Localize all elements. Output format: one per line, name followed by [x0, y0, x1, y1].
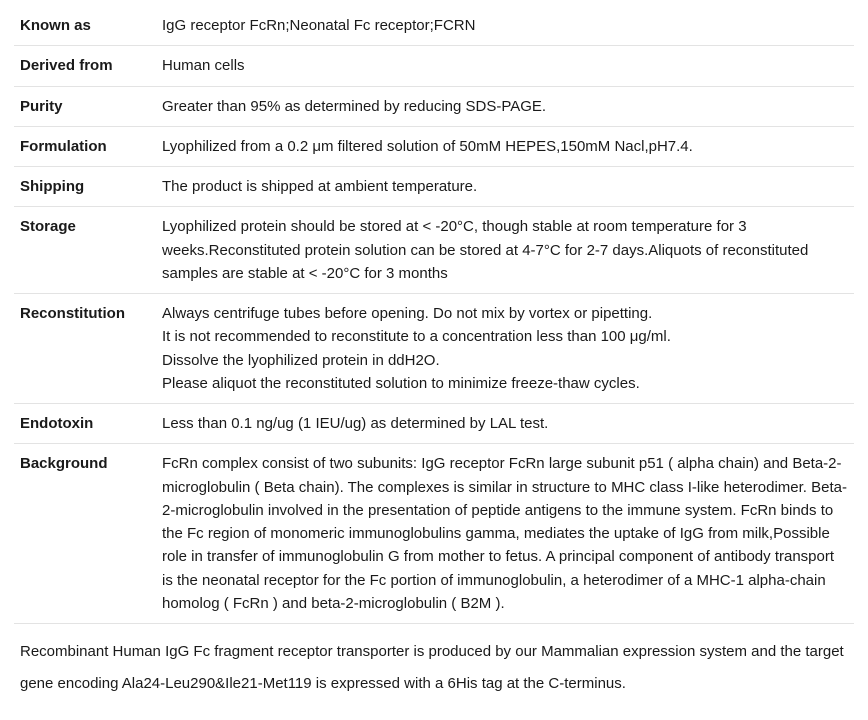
row-label: Reconstitution	[14, 294, 156, 404]
reconstitution-line: Please aliquot the reconstituted solutio…	[162, 372, 848, 395]
reconstitution-line: It is not recommended to reconstitute to…	[162, 325, 848, 348]
row-label: Derived from	[14, 46, 156, 86]
row-value: Human cells	[156, 46, 854, 86]
row-label: Shipping	[14, 167, 156, 207]
spec-table: Known as IgG receptor FcRn;Neonatal Fc r…	[14, 6, 854, 624]
row-value: FcRn complex consist of two subunits: Ig…	[156, 444, 854, 624]
row-value: Lyophilized from a 0.2 μm filtered solut…	[156, 126, 854, 166]
table-row: Known as IgG receptor FcRn;Neonatal Fc r…	[14, 6, 854, 46]
table-row: Purity Greater than 95% as determined by…	[14, 86, 854, 126]
row-value: Less than 0.1 ng/ug (1 IEU/ug) as determ…	[156, 404, 854, 444]
row-label: Formulation	[14, 126, 156, 166]
table-row: Formulation Lyophilized from a 0.2 μm fi…	[14, 126, 854, 166]
row-label: Known as	[14, 6, 156, 46]
footer-description: Recombinant Human IgG Fc fragment recept…	[14, 624, 854, 699]
table-row: Endotoxin Less than 0.1 ng/ug (1 IEU/ug)…	[14, 404, 854, 444]
table-row: Derived from Human cells	[14, 46, 854, 86]
row-label: Purity	[14, 86, 156, 126]
row-label: Endotoxin	[14, 404, 156, 444]
reconstitution-line: Dissolve the lyophilized protein in ddH2…	[162, 349, 848, 372]
row-value: Always centrifuge tubes before opening. …	[156, 294, 854, 404]
table-row: Reconstitution Always centrifuge tubes b…	[14, 294, 854, 404]
row-label: Storage	[14, 207, 156, 294]
table-row: Background FcRn complex consist of two s…	[14, 444, 854, 624]
row-value: Lyophilized protein should be stored at …	[156, 207, 854, 294]
table-row: Shipping The product is shipped at ambie…	[14, 167, 854, 207]
row-value: The product is shipped at ambient temper…	[156, 167, 854, 207]
product-spec-sheet: Known as IgG receptor FcRn;Neonatal Fc r…	[0, 0, 868, 713]
row-value: Greater than 95% as determined by reduci…	[156, 86, 854, 126]
row-label: Background	[14, 444, 156, 624]
reconstitution-line: Always centrifuge tubes before opening. …	[162, 302, 848, 325]
table-row: Storage Lyophilized protein should be st…	[14, 207, 854, 294]
row-value: IgG receptor FcRn;Neonatal Fc receptor;F…	[156, 6, 854, 46]
